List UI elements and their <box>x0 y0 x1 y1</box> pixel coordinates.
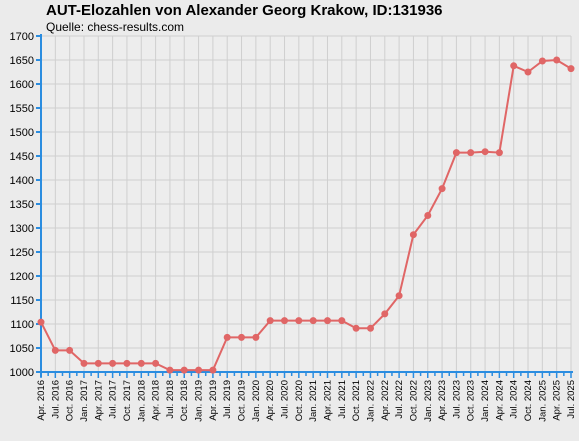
x-tick-label: Jul. 2023 <box>451 380 462 419</box>
x-tick-label: Jul. 2022 <box>394 380 405 419</box>
chart-subtitle: Quelle: chess-results.com <box>46 20 185 34</box>
x-tick-label: Apr. 2021 <box>322 380 333 421</box>
data-point <box>195 366 203 374</box>
x-tick-label: Apr. 2019 <box>208 380 219 421</box>
y-tick-label: 1350 <box>10 199 34 211</box>
x-tick-label: Jan. 2024 <box>480 380 491 422</box>
x-tick-label: Jul. 2018 <box>165 380 176 419</box>
y-tick-label: 1250 <box>10 247 34 259</box>
data-point <box>152 359 160 367</box>
y-tick-label: 1050 <box>10 343 34 355</box>
x-tick-label: Jul. 2019 <box>222 380 233 419</box>
y-tick-label: 1600 <box>10 79 34 91</box>
data-point <box>510 62 518 70</box>
y-tick-label: 1200 <box>10 271 34 283</box>
x-tick-label: Apr. 2022 <box>380 380 391 421</box>
chart-title: AUT-Elozahlen von Alexander Georg Krakow… <box>46 2 443 19</box>
x-tick-label: Oct. 2021 <box>351 380 362 421</box>
data-point <box>37 318 45 326</box>
data-point <box>409 231 417 239</box>
x-tick-label: Oct. 2023 <box>466 380 477 421</box>
x-tick-label: Jan. 2022 <box>365 380 376 422</box>
x-tick-label: Jul. 2024 <box>509 380 520 419</box>
x-tick-label: Oct. 2019 <box>237 380 248 421</box>
data-point <box>252 333 260 341</box>
data-point <box>338 317 346 325</box>
data-point <box>381 310 389 318</box>
y-tick-label: 1700 <box>10 31 34 43</box>
data-point <box>238 333 245 341</box>
data-point <box>395 292 403 300</box>
data-point <box>180 366 188 374</box>
y-tick-label: 1550 <box>10 103 34 115</box>
x-tick-label: Jan. 2021 <box>308 380 319 422</box>
data-point <box>481 148 489 156</box>
data-point <box>524 68 532 76</box>
x-tick-label: Apr. 2016 <box>36 380 47 421</box>
x-tick-label: Oct. 2016 <box>65 380 76 421</box>
y-tick-label: 1000 <box>10 367 34 379</box>
x-tick-label: Oct. 2022 <box>408 380 419 421</box>
data-point <box>223 333 231 341</box>
data-point <box>495 149 503 157</box>
x-tick-label: Apr. 2020 <box>265 380 276 421</box>
x-tick-label: Jul. 2021 <box>337 380 348 419</box>
x-tick-label: Oct. 2017 <box>122 380 133 421</box>
x-tick-label: Jul. 2016 <box>50 380 61 419</box>
x-tick-label: Oct. 2020 <box>294 380 305 421</box>
data-point <box>467 149 475 157</box>
x-tick-label: Jan. 2018 <box>136 380 147 422</box>
data-point <box>266 317 274 325</box>
x-tick-label: Apr. 2023 <box>437 380 448 421</box>
y-tick-label: 1400 <box>10 175 34 187</box>
y-tick-label: 1500 <box>10 127 34 139</box>
x-tick-label: Apr. 2017 <box>93 380 104 421</box>
data-point <box>295 317 303 325</box>
data-point <box>452 149 460 157</box>
x-tick-label: Apr. 2025 <box>552 380 563 421</box>
x-tick-label: Jul. 2025 <box>566 380 577 419</box>
data-point <box>367 324 374 332</box>
x-tick-label: Apr. 2024 <box>494 380 505 421</box>
x-tick-label: Jan. 2019 <box>194 380 205 422</box>
x-tick-label: Oct. 2018 <box>179 380 190 421</box>
y-tick-label: 1100 <box>10 319 34 331</box>
data-point <box>123 359 131 367</box>
data-point <box>137 359 145 367</box>
data-point <box>309 317 317 325</box>
data-point <box>324 317 331 325</box>
data-point <box>352 324 360 332</box>
data-point <box>438 185 446 193</box>
x-tick-label: Jan. 2017 <box>79 380 90 422</box>
data-point <box>51 346 59 354</box>
data-point <box>80 359 88 367</box>
data-point <box>538 57 546 65</box>
data-point <box>424 212 432 219</box>
x-tick-label: Jan. 2025 <box>537 380 548 422</box>
x-tick-label: Oct. 2024 <box>523 380 534 421</box>
data-point <box>66 346 74 354</box>
y-tick-label: 1650 <box>10 55 34 67</box>
data-point <box>281 317 288 325</box>
x-tick-label: Jan. 2023 <box>423 380 434 422</box>
data-point <box>94 359 102 367</box>
x-tick-label: Jan. 2020 <box>251 380 262 422</box>
x-tick-label: Jul. 2017 <box>108 380 119 419</box>
y-tick-label: 1150 <box>10 295 34 307</box>
x-tick-label: Jul. 2020 <box>280 380 291 419</box>
data-point <box>209 366 217 374</box>
data-point <box>567 65 575 73</box>
y-tick-label: 1300 <box>10 223 34 235</box>
y-tick-label: 1450 <box>10 151 34 163</box>
data-point <box>166 366 174 374</box>
data-point <box>109 359 117 367</box>
data-point <box>553 56 561 64</box>
x-tick-label: Apr. 2018 <box>151 380 162 421</box>
